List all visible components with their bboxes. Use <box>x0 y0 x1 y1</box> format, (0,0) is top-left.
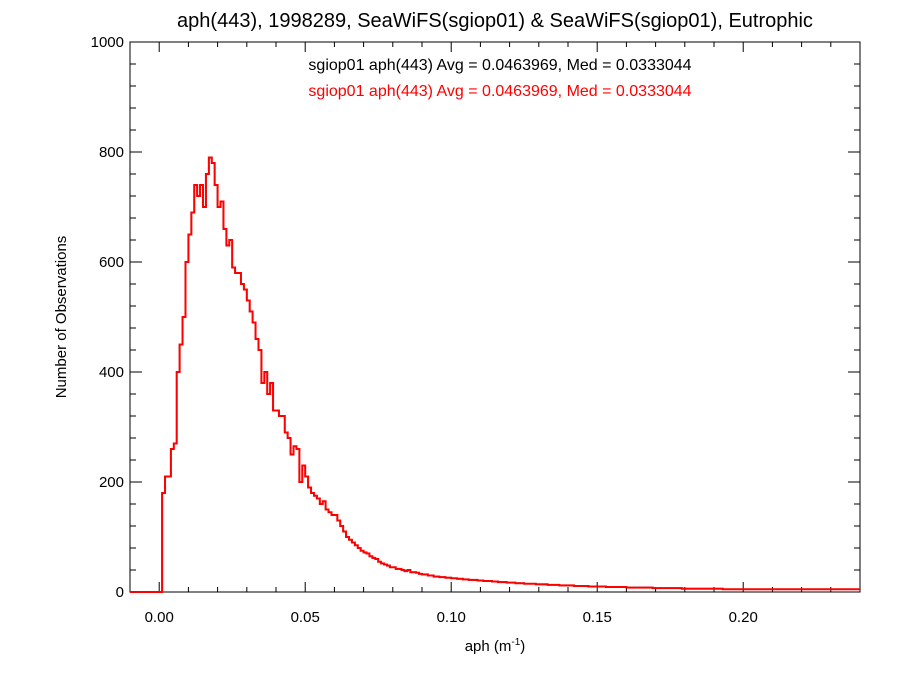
x-tick-labels: 0.00 0.05 0.10 0.15 0.20 <box>145 609 758 626</box>
x-tick-label: 0.15 <box>583 609 612 626</box>
x-tick-label: 0.20 <box>729 609 758 626</box>
x-axis-label-suffix: ) <box>520 638 525 655</box>
x-axis-label-sup: -1 <box>511 637 520 648</box>
y-tick-label: 1000 <box>91 34 124 51</box>
histogram-series-0 <box>130 156 860 593</box>
annotation-red: sgiop01 aph(443) Avg = 0.0463969, Med = … <box>308 83 691 100</box>
y-tick-label: 200 <box>99 474 124 491</box>
y-tick-label: 600 <box>99 254 124 271</box>
axis-ticks <box>129 41 861 593</box>
x-axis-label-text: aph (m <box>465 638 512 655</box>
plot-frame <box>129 41 861 593</box>
chart-title: aph(443), 1998289, SeaWiFS(sgiop01) & Se… <box>177 10 813 32</box>
y-tick-labels: 0 200 400 600 800 1000 <box>91 34 124 601</box>
histogram-series-1 <box>130 156 860 593</box>
x-tick-label: 0.05 <box>291 609 320 626</box>
y-axis-label: Number of Observations <box>53 236 70 399</box>
y-tick-label: 800 <box>99 144 124 161</box>
y-tick-label: 400 <box>99 364 124 381</box>
y-tick-label: 0 <box>116 584 124 601</box>
x-tick-label: 0.00 <box>145 609 174 626</box>
x-axis-label: aph (m-1) <box>465 637 526 655</box>
annotation-black: sgiop01 aph(443) Avg = 0.0463969, Med = … <box>308 57 691 74</box>
series-layer <box>130 156 860 593</box>
x-tick-label: 0.10 <box>437 609 466 626</box>
